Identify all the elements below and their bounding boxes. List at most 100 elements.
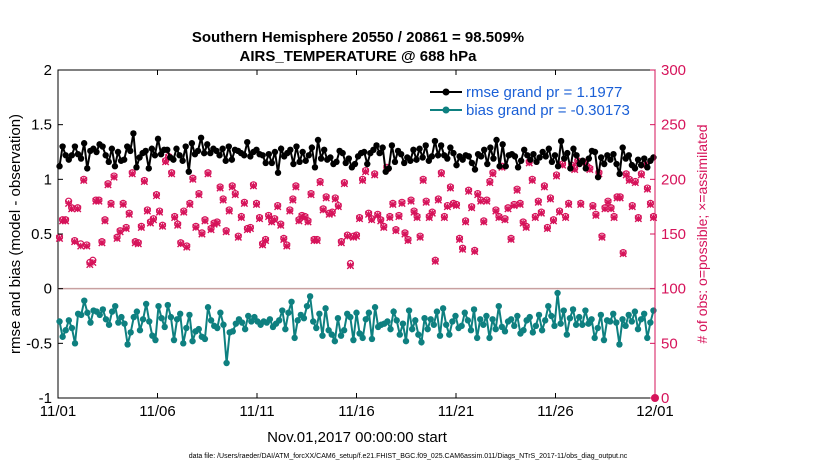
rmse-point [127,147,134,155]
obs-assimilated-marker [522,223,530,232]
rmse-point [130,130,137,137]
obs-assimilated-marker [319,206,327,214]
y-tick-label: 0.5 [31,226,52,243]
obs-assimilated-marker [80,176,88,185]
rmse-point [265,150,272,158]
obs-assimilated-marker [101,217,109,225]
bias-point [634,325,642,333]
bias-point [554,289,561,297]
bias-point [424,325,431,333]
bias-point [133,308,141,315]
rmse-point [271,148,279,156]
bias-point [557,320,564,327]
obs-assimilated-marker [577,200,585,209]
obs-assimilated-marker [331,195,339,203]
obs-assimilated-marker [474,190,482,199]
bias-point [102,316,110,323]
obs-assimilated-marker [304,218,312,226]
obs-assimilated-marker [316,178,324,187]
rmse-point [487,144,494,151]
bias-point [461,309,468,316]
x-tick-label: 11/16 [338,403,374,420]
obs-assimilated-marker [116,228,124,236]
bias-point [628,318,636,325]
bias-point [223,359,230,367]
bias-point [384,318,391,325]
bias-point [619,316,626,323]
obs-assimilated-marker [313,236,321,245]
bias-point [520,327,527,334]
obs-assimilated-marker [107,200,115,209]
bias-point [121,320,128,327]
rmse-point [517,157,525,164]
obs-assimilated-marker [377,217,385,225]
rmse-point [607,156,614,163]
obs-assimilated-marker [240,199,249,208]
obs-assimilated-marker [519,219,527,227]
rmse-point [557,137,565,145]
obs-assimilated-marker [516,200,524,209]
obs-assimilated-marker [534,198,543,206]
rmse-point [154,135,162,143]
rmse-point [601,160,608,168]
rmse-point [108,145,116,152]
rmse-point [511,153,519,160]
obs-assimilated-marker [386,213,394,222]
bias-point [495,302,502,310]
obs-assimilated-marker [440,213,449,222]
bias-point [275,317,283,324]
bias-point [266,316,274,323]
bias-point [87,319,94,326]
rmse-point [99,143,106,150]
rmse-point [145,165,152,172]
obs-assimilated-marker [601,205,609,213]
bias-point [164,301,172,309]
obs-assimilated-marker [416,233,424,241]
bias-point [359,334,366,342]
rmse-point [179,157,186,164]
rmse-point [422,142,429,149]
bias-point [152,336,159,344]
y-axis-label-right: # of obs: o=possible; ×=assimilated [694,124,710,343]
bias-point [170,336,178,344]
obs-assimilated-marker [174,221,182,229]
bias-point [588,316,595,323]
bias-point [514,312,521,320]
bias-point [130,313,137,321]
obs-assimilated-marker [561,213,570,222]
obs-assimilated-marker [467,204,476,212]
obs-assimilated-marker [486,178,494,187]
obs-assimilated-marker [510,201,518,210]
y-right-tick-label: 50 [661,335,678,352]
obs-assimilated-marker [446,184,455,192]
obs-assimilated-marker [404,236,412,245]
bias-point [535,311,543,319]
bias-point [489,316,496,323]
bias-point [421,314,428,322]
bias-point [569,306,577,313]
obs-assimilated-marker [322,194,330,202]
rmse-point [437,142,445,149]
obs-assimilated-marker [483,197,491,205]
obs-assimilated-marker [204,170,212,178]
bias-point [176,310,184,318]
bias-point [217,309,224,316]
obs-assimilated-marker [407,197,415,205]
chart-title-line2: AIRS_TEMPERATURE @ 688 hPa [240,48,478,65]
bias-point [245,312,252,320]
x-tick-label: 11/26 [537,403,573,420]
obs-assimilated-marker [246,224,255,233]
obs-assimilated-marker [480,218,488,226]
rmse-point [490,155,497,162]
obs-assimilated-marker [358,176,367,185]
obs-assimilated-marker [67,205,76,213]
bias-point [650,307,657,314]
obs-assimilated-marker [328,209,336,217]
obs-assimilated-marker [261,236,270,245]
bias-point [331,337,339,345]
obs-assimilated-marker [143,207,152,215]
rmse-point [385,165,393,172]
bias-point [393,317,400,324]
obs-assimilated-marker [155,208,164,216]
bias-point [415,331,422,338]
